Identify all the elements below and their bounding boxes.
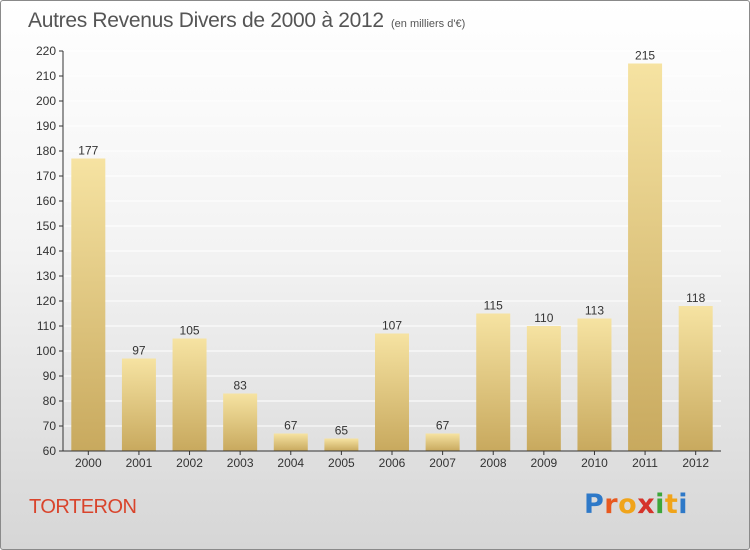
- data-label: 67: [436, 419, 450, 433]
- x-tick-label: 2005: [328, 456, 355, 470]
- labels: 60 70 80 90 100 110 120 130 140 150 160 170 180 190 20…: [36, 44, 709, 470]
- x-tick-label: 2012: [682, 456, 709, 470]
- x-tick-label: 2002: [176, 456, 203, 470]
- chart-title: Autres Revenus Divers de 2000 à 2012: [28, 9, 384, 32]
- y-tick-label: 110: [37, 319, 56, 333]
- logo-letter: t: [664, 489, 679, 520]
- bar: [71, 158, 106, 451]
- y-tick-label: 60: [43, 444, 57, 458]
- data-label: 110: [534, 311, 553, 325]
- bar: [223, 393, 258, 451]
- bar: [526, 326, 561, 451]
- data-label: 113: [585, 304, 604, 318]
- x-tick-label: 2008: [480, 456, 507, 470]
- y-tick-label: 170: [36, 169, 56, 183]
- y-tick-label: 90: [43, 369, 57, 383]
- data-label: 105: [180, 324, 200, 338]
- y-tick-label: 190: [36, 119, 56, 133]
- y-tick-label: 180: [36, 144, 56, 158]
- chart-subtitle: (en milliers d'€): [391, 18, 466, 30]
- y-tick-label: 80: [43, 394, 57, 408]
- logo-letter: P: [584, 489, 605, 520]
- logo-letter: r: [604, 489, 619, 520]
- data-label: 115: [484, 299, 503, 313]
- logo-letter: i: [655, 489, 665, 520]
- bar: [678, 306, 713, 451]
- bar: [577, 318, 612, 451]
- x-tick-label: 2011: [632, 456, 658, 470]
- logo-letter: o: [618, 489, 638, 520]
- bar: [273, 433, 308, 451]
- logo-letter: i: [678, 489, 689, 520]
- commune-name: TORTERON: [29, 496, 137, 518]
- logo-letter: x: [637, 489, 656, 520]
- data-label: 67: [284, 419, 298, 433]
- data-label: 118: [686, 291, 705, 305]
- x-tick-label: 2000: [75, 456, 102, 470]
- y-tick-label: 160: [36, 194, 56, 208]
- x-tick-label: 2006: [379, 456, 406, 470]
- proxiti-logo: Proxiti: [584, 489, 688, 520]
- y-tick-label: 70: [43, 419, 57, 433]
- y-tick-label: 200: [36, 94, 56, 108]
- data-label: 177: [78, 144, 98, 158]
- x-tick-label: 2004: [277, 456, 304, 470]
- bar: [628, 63, 663, 451]
- bar: [172, 338, 207, 451]
- data-label: 65: [335, 424, 349, 438]
- bar: [476, 313, 511, 451]
- x-tick-label: 2010: [581, 456, 608, 470]
- bar: [425, 433, 460, 451]
- data-label: 215: [635, 49, 655, 63]
- y-tick-label: 150: [36, 219, 56, 233]
- x-tick-label: 2007: [429, 456, 456, 470]
- y-tick-label: 120: [36, 294, 56, 308]
- y-tick-label: 100: [36, 344, 56, 358]
- bar: [375, 333, 409, 451]
- bar: [121, 358, 156, 451]
- bars: [71, 63, 713, 451]
- x-tick-label: 2001: [126, 456, 153, 470]
- y-tick-label: 220: [36, 44, 56, 58]
- data-label: 97: [132, 344, 146, 358]
- bar: [324, 438, 359, 451]
- x-tick-label: 2009: [530, 456, 557, 470]
- data-label: 107: [382, 319, 402, 333]
- x-tick-label: 2003: [227, 456, 254, 470]
- y-tick-label: 140: [36, 244, 56, 258]
- y-tick-label: 130: [36, 269, 56, 283]
- data-label: 83: [233, 379, 247, 393]
- axes: [59, 50, 721, 455]
- y-tick-label: 210: [36, 69, 56, 83]
